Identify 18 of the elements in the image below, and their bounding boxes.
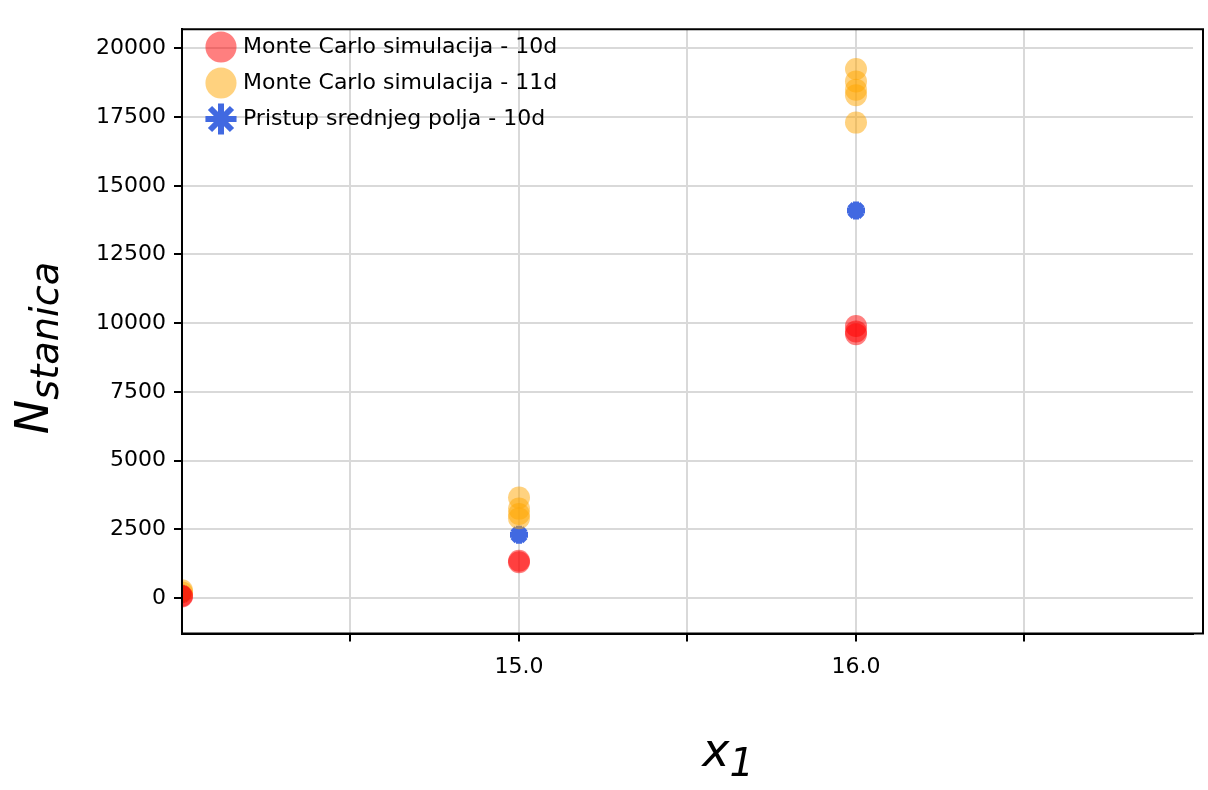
point [845,111,867,134]
x-tick-label: 15.0 [494,652,544,678]
x-axis-title: x$_{1}$ [700,723,755,786]
y-tick-label: 5000 [109,446,166,472]
point [845,314,867,337]
legend-label: Monte Carlo simulacija - 11d [242,68,558,94]
legend-label: Monte Carlo simulacija - 10d [242,32,558,58]
legend-label: Pristup srednjeg polja - 10d [242,104,546,130]
y-tick-label: 20000 [95,34,166,60]
y-tick-label: 0 [151,583,166,609]
point [845,58,867,81]
y-tick-label: 17500 [95,102,166,128]
x-tick-label: 16.0 [831,652,881,678]
y-tick-label: 2500 [109,514,166,540]
y-tick-label: 7500 [109,377,166,403]
y-tick-label: 15000 [95,171,166,197]
y-tick-label: 10000 [95,308,166,334]
y-tick-label: 12500 [95,240,166,266]
